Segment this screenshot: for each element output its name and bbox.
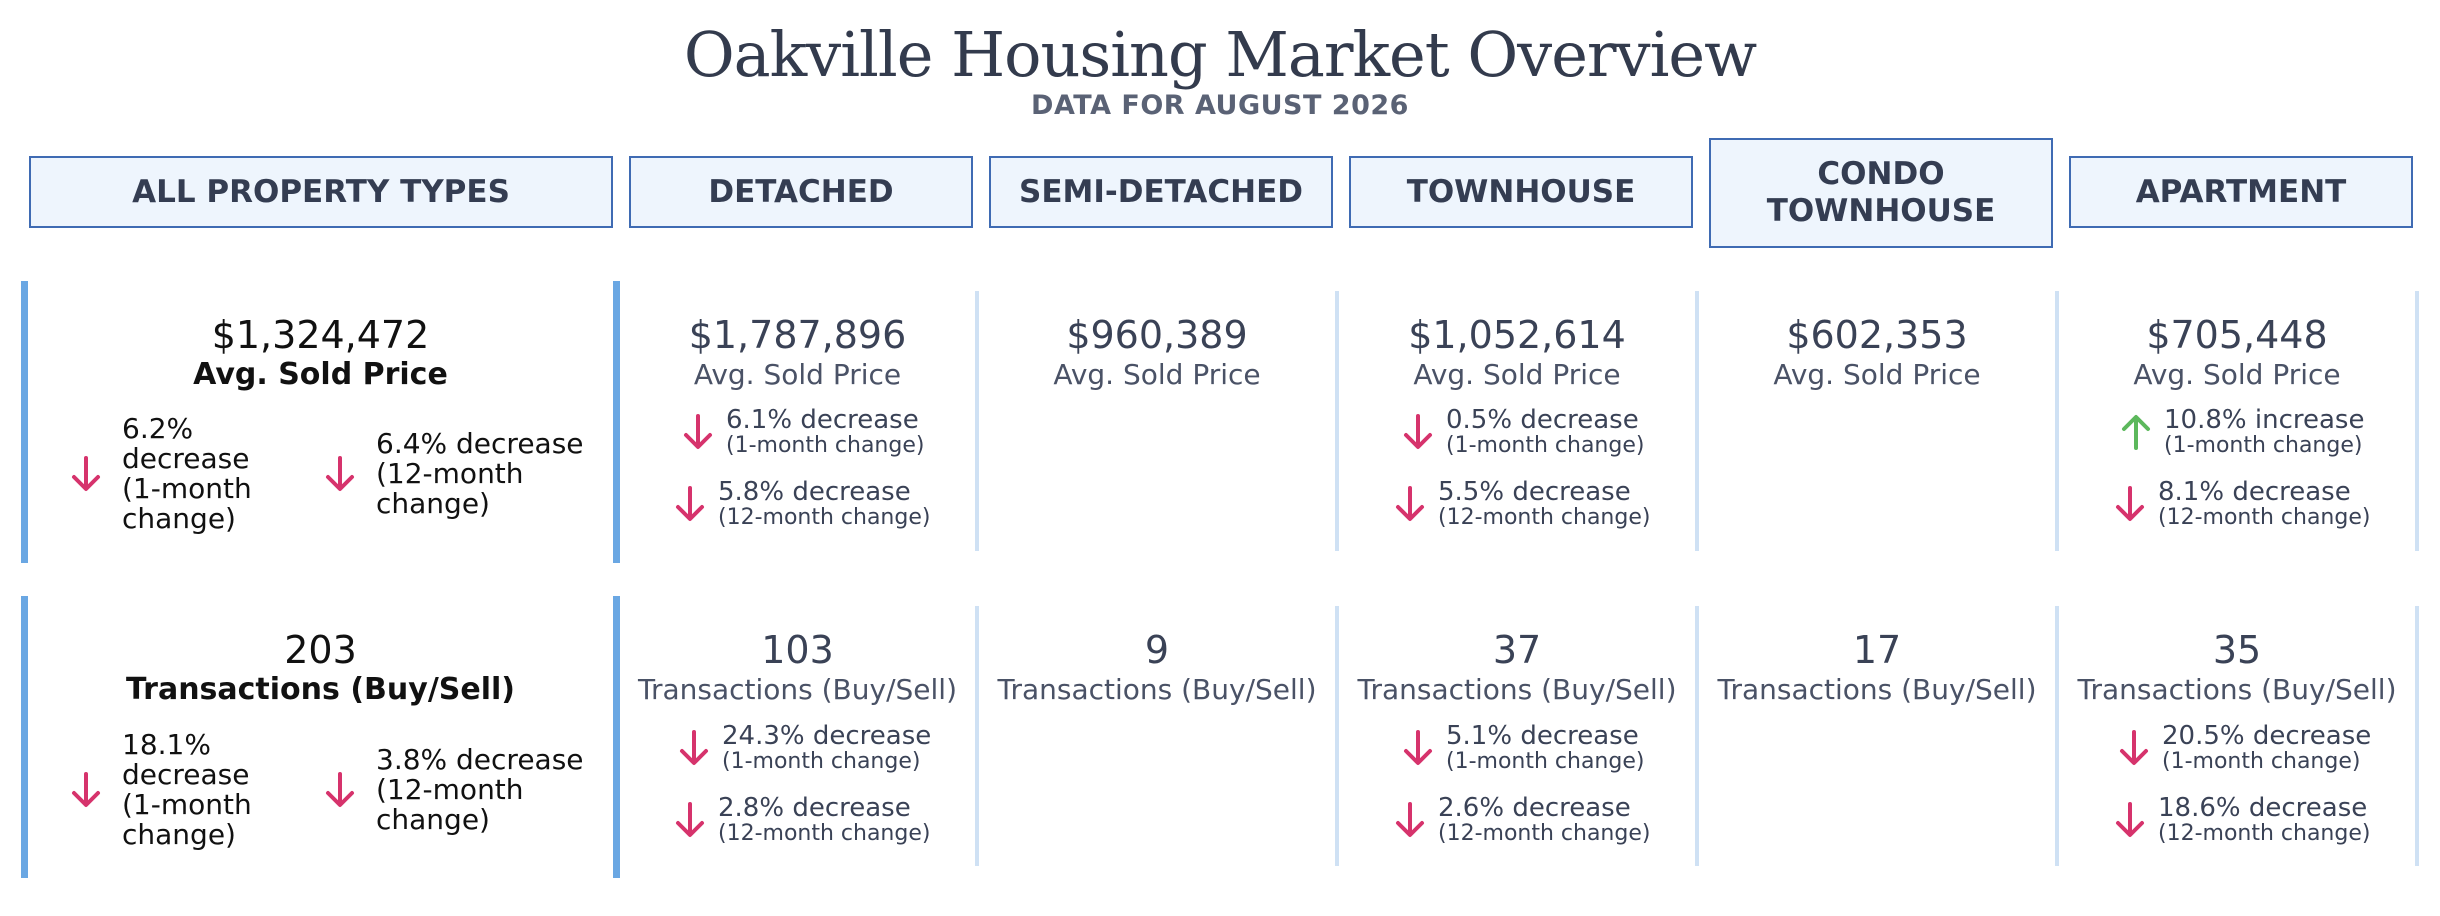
arrow-up-icon xyxy=(2122,415,2150,450)
price-card-apartment: $705,448 Avg. Sold Price xyxy=(2059,312,2415,392)
transactions-label: Transactions (Buy/Sell) xyxy=(1357,673,1677,706)
tab-detached[interactable]: DETACHED xyxy=(629,156,973,228)
change-1-month: 6.2% decrease (1-month change) xyxy=(64,412,264,536)
tab-apartment[interactable]: APARTMENT xyxy=(2069,156,2413,228)
section-divider xyxy=(21,281,28,563)
price-label: Avg. Sold Price xyxy=(193,357,448,392)
price-label: Avg. Sold Price xyxy=(2133,358,2341,391)
change-12-month: 2.6% decrease (12-month change) xyxy=(1388,794,1650,846)
price-value: $960,389 xyxy=(1066,313,1248,357)
arrow-down-icon xyxy=(2116,802,2144,837)
column-divider xyxy=(2055,606,2059,866)
price-value: $1,787,896 xyxy=(688,313,907,357)
transactions-card-detached: 103 Transactions (Buy/Sell) xyxy=(620,627,975,707)
arrow-down-icon xyxy=(676,486,704,521)
arrow-down-icon xyxy=(1396,802,1424,837)
change-12-month: 5.5% decrease (12-month change) xyxy=(1388,478,1650,530)
price-value: $705,448 xyxy=(2146,313,2328,357)
price-card-semi-detached: $960,389 Avg. Sold Price xyxy=(979,312,1335,392)
section-divider xyxy=(613,281,620,563)
change-1-month: 10.8% increase (1-month change) xyxy=(2114,406,2364,458)
price-value: $1,052,614 xyxy=(1408,313,1626,357)
transactions-card-apartment: 35 Transactions (Buy/Sell) xyxy=(2059,627,2415,707)
transactions-label: Transactions (Buy/Sell) xyxy=(2077,673,2397,706)
transactions-value: 37 xyxy=(1492,628,1542,672)
change-1-month: 6.1% decrease (1-month change) xyxy=(676,406,924,458)
price-value: $1,324,472 xyxy=(211,313,430,357)
column-divider xyxy=(2415,606,2419,866)
transactions-value: 9 xyxy=(1144,628,1170,672)
change-1-month: 0.5% decrease (1-month change) xyxy=(1396,406,1644,458)
transactions-value: 203 xyxy=(284,628,357,672)
price-label: Avg. Sold Price xyxy=(1413,358,1621,391)
price-card-detached: $1,787,896 Avg. Sold Price xyxy=(620,312,975,392)
column-divider xyxy=(1695,291,1699,551)
transactions-label: Transactions (Buy/Sell) xyxy=(125,672,516,707)
page-subtitle: DATA FOR AUGUST 2026 xyxy=(1031,90,1409,121)
arrow-down-icon xyxy=(1396,486,1424,521)
column-divider xyxy=(2055,291,2059,551)
transactions-card-condo-townhouse: 17 Transactions (Buy/Sell) xyxy=(1699,627,2055,707)
tab-all-property-types[interactable]: ALL PROPERTY TYPES xyxy=(29,156,613,228)
arrow-down-icon xyxy=(680,730,708,765)
arrow-down-icon xyxy=(2120,730,2148,765)
arrow-down-icon xyxy=(72,456,100,491)
transactions-value: 17 xyxy=(1852,628,1902,672)
arrow-down-icon xyxy=(1404,414,1432,449)
transactions-value: 35 xyxy=(2212,628,2262,672)
change-1-month: 18.1% decrease (1-month change) xyxy=(64,728,264,852)
change-12-month: 3.8% decrease (12-month change) xyxy=(318,728,608,852)
column-divider xyxy=(1335,291,1339,551)
section-divider xyxy=(613,596,620,878)
change-12-month: 8.1% decrease (12-month change) xyxy=(2108,478,2370,530)
page-title: Oakville Housing Market Overview xyxy=(683,18,1757,91)
change-1-month: 5.1% decrease (1-month change) xyxy=(1396,722,1644,774)
transactions-label: Transactions (Buy/Sell) xyxy=(997,673,1317,706)
price-card-condo-townhouse: $602,353 Avg. Sold Price xyxy=(1699,312,2055,392)
change-1-month: 24.3% decrease (1-month change) xyxy=(672,722,931,774)
tab-condo-townhouse[interactable]: CONDO TOWNHOUSE xyxy=(1709,138,2053,248)
arrow-down-icon xyxy=(72,772,100,807)
change-1-month: 20.5% decrease (1-month change) xyxy=(2112,722,2371,774)
arrow-down-icon xyxy=(326,772,354,807)
arrow-down-icon xyxy=(2116,486,2144,521)
column-divider xyxy=(975,606,979,866)
tab-semi-detached[interactable]: SEMI-DETACHED xyxy=(989,156,1333,228)
change-12-month: 2.8% decrease (12-month change) xyxy=(668,794,930,846)
arrow-down-icon xyxy=(1404,730,1432,765)
transactions-card-semi-detached: 9 Transactions (Buy/Sell) xyxy=(979,627,1335,707)
transactions-card-all: 203 Transactions (Buy/Sell) xyxy=(28,627,613,707)
tab-townhouse[interactable]: TOWNHOUSE xyxy=(1349,156,1693,228)
transactions-value: 103 xyxy=(761,628,834,672)
column-divider xyxy=(975,291,979,551)
arrow-down-icon xyxy=(684,414,712,449)
column-divider xyxy=(1695,606,1699,866)
price-card-all: $1,324,472 Avg. Sold Price xyxy=(28,312,613,392)
arrow-down-icon xyxy=(326,456,354,491)
arrow-down-icon xyxy=(676,802,704,837)
section-divider xyxy=(21,596,28,878)
price-label: Avg. Sold Price xyxy=(693,358,902,391)
transactions-card-townhouse: 37 Transactions (Buy/Sell) xyxy=(1339,627,1695,707)
change-12-month: 6.4% decrease (12-month change) xyxy=(318,412,608,536)
price-label: Avg. Sold Price xyxy=(1053,358,1261,391)
transactions-label: Transactions (Buy/Sell) xyxy=(1717,673,2037,706)
price-value: $602,353 xyxy=(1786,313,1968,357)
price-label: Avg. Sold Price xyxy=(1773,358,1981,391)
change-12-month: 5.8% decrease (12-month change) xyxy=(668,478,930,530)
change-12-month: 18.6% decrease (12-month change) xyxy=(2108,794,2370,846)
transactions-label: Transactions (Buy/Sell) xyxy=(637,673,958,706)
price-card-townhouse: $1,052,614 Avg. Sold Price xyxy=(1339,312,1695,392)
column-divider xyxy=(2415,291,2419,551)
column-divider xyxy=(1335,606,1339,866)
